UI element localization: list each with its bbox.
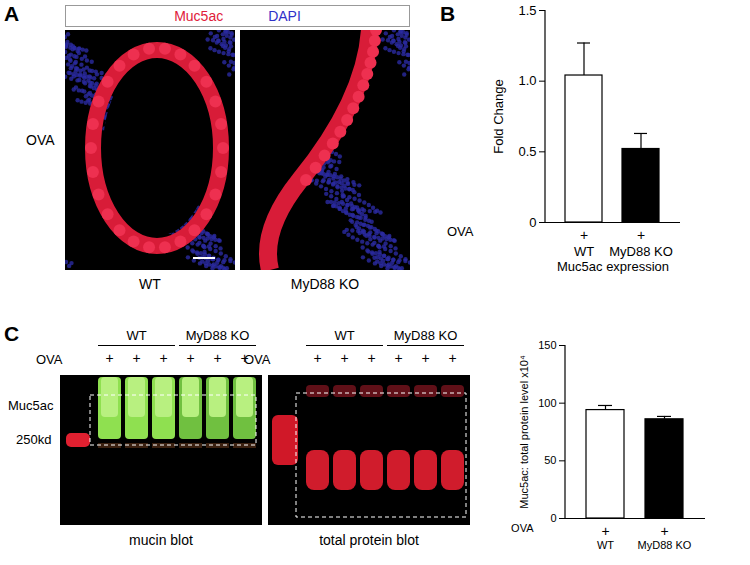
html-text:A: A [4,2,20,25]
svg-text:Muc5ac expression: Muc5ac expression [557,259,669,274]
svg-text:OVA: OVA [447,224,474,239]
html-text:Muc5ac: Muc5ac [174,8,224,24]
svg-text:Muc5ac: total protein level x1: Muc5ac: total protein level x10⁴ [518,355,530,509]
svg-text:1.0: 1.0 [518,73,536,88]
svg-text:+: + [580,227,588,243]
html-text:Muc5ac: Muc5ac [8,398,54,413]
html-text:B: B [440,2,456,25]
html-text:250kd: 250kd [16,432,52,447]
html-text:DAPI: DAPI [268,8,301,24]
svg-text:OVA: OVA [511,522,534,534]
svg-text:+: + [601,523,609,539]
svg-text:1.5: 1.5 [518,3,536,18]
svg-text:0: 0 [529,215,536,230]
svg-text:0.5: 0.5 [518,144,536,159]
svg-text:0: 0 [550,512,556,524]
html-text:OVA: OVA [26,132,55,148]
html-text:C: C [4,322,20,345]
html-text:WT: WT [139,276,161,292]
html-text:OVA: OVA [244,352,271,367]
svg-text:WT: WT [574,244,594,259]
svg-text:50: 50 [544,454,556,466]
html-text:mucin blot: mucin blot [129,532,193,548]
svg-text:MyD88 KO: MyD88 KO [638,539,692,551]
html-text:WT: WT [334,328,355,343]
svg-text:+: + [637,227,645,243]
svg-text:Fold Change: Fold Change [491,79,506,153]
svg-text:WT: WT [597,539,614,551]
html-text:MyD88 KO: MyD88 KO [185,328,250,343]
svg-text:+: + [660,523,668,539]
html-text:OVA: OVA [36,352,63,367]
html-text:MyD88 KO: MyD88 KO [393,328,458,343]
svg-text:MyD88 KO: MyD88 KO [609,244,673,259]
html-text:total protein blot: total protein blot [319,532,419,548]
svg-text:150: 150 [538,339,556,351]
svg-text:100: 100 [538,397,556,409]
html-text:WT: WT [126,328,147,343]
html-text:MyD88 KO: MyD88 KO [290,276,360,292]
